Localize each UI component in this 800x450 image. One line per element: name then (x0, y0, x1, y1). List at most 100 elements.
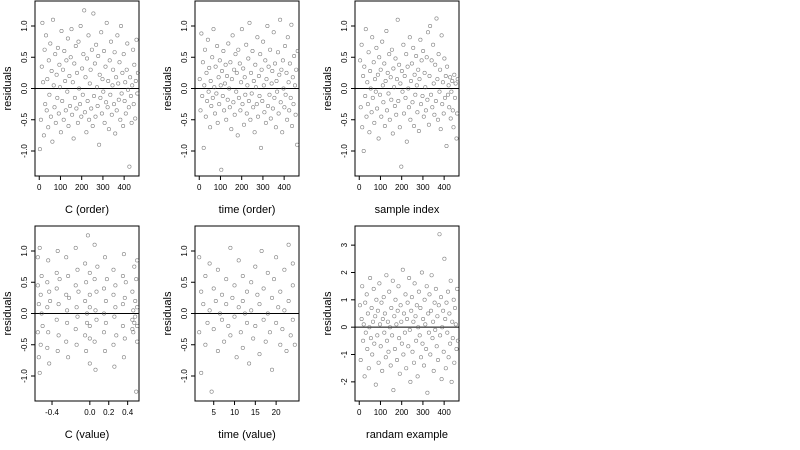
x-tick-label: -0.4 (45, 408, 59, 417)
residual-point (392, 104, 397, 109)
residual-point (234, 70, 239, 75)
residual-point (401, 111, 406, 116)
residual-point (236, 305, 241, 310)
residual-point (268, 47, 273, 52)
residual-point (278, 342, 283, 347)
residual-point (115, 33, 120, 38)
residual-point (209, 389, 214, 394)
residual-point (132, 62, 137, 67)
residual-point (406, 105, 411, 110)
residual-point (50, 17, 55, 22)
y-axis-title: residuals (2, 66, 14, 111)
y-tick-label: -0.5 (180, 112, 189, 126)
residual-point (277, 72, 282, 77)
residual-point (275, 50, 280, 55)
residual-point (286, 242, 291, 247)
residual-point (435, 357, 440, 362)
residual-point (445, 92, 450, 97)
residual-point (217, 102, 222, 107)
residual-point (101, 89, 106, 94)
residual-point (63, 79, 68, 84)
residual-point (220, 292, 225, 297)
y-tick-label: 1 (340, 297, 349, 302)
residual-point (94, 317, 99, 322)
residual-point (241, 66, 246, 71)
y-tick-label: 0.0 (20, 307, 29, 319)
residual-point (87, 270, 92, 275)
residual-point (245, 320, 250, 325)
residual-point (128, 94, 133, 99)
residual-point (383, 355, 388, 360)
residual-point (39, 64, 44, 69)
residual-point (73, 245, 78, 250)
residual-point (395, 17, 400, 22)
residual-point (54, 317, 59, 322)
residual-point (94, 289, 99, 294)
residual-point (55, 249, 60, 254)
residual-point (206, 89, 211, 94)
residual-point (240, 298, 245, 303)
residual-point (41, 80, 46, 85)
residual-point (430, 336, 435, 341)
residual-point (375, 106, 380, 111)
residual-point (365, 102, 370, 107)
residual-point (218, 83, 223, 88)
residual-point (43, 33, 48, 38)
residual-point (80, 92, 85, 97)
residual-point (236, 47, 241, 52)
x-tick-label: 300 (416, 408, 430, 417)
residual-point (374, 45, 379, 50)
x-tick-label: 100 (214, 183, 228, 192)
residual-point (66, 355, 71, 360)
residual-point (448, 75, 453, 80)
residual-point (274, 255, 279, 260)
residual-point (426, 311, 431, 316)
residual-point (254, 102, 259, 107)
residual-point (220, 69, 225, 74)
residual-point (382, 330, 387, 335)
residual-point (74, 342, 79, 347)
residual-point (49, 69, 54, 74)
residual-point (77, 86, 82, 91)
residual-point (209, 104, 214, 109)
residual-point (267, 330, 272, 335)
residual-point (371, 286, 376, 291)
residual-point (434, 16, 439, 21)
residual-point (415, 110, 420, 115)
residual-point (92, 339, 97, 344)
residual-point (205, 37, 210, 42)
residual-point (435, 77, 440, 82)
residual-point (379, 300, 384, 305)
residual-point (230, 33, 235, 38)
residual-point (450, 79, 455, 84)
residual-point (84, 348, 89, 353)
residual-point (222, 108, 227, 113)
residual-point (75, 267, 80, 272)
y-tick-label: 0.5 (20, 276, 29, 288)
residual-point (66, 273, 71, 278)
residual-point (123, 111, 128, 116)
residual-plot-panel: 5 10 15 20 -1.0 -0.5 0.0 0.5 1.0 time (value) resi… (162, 225, 300, 441)
x-tick-label: 5 (211, 408, 216, 417)
residual-point (452, 305, 457, 310)
residual-point (40, 20, 45, 25)
residual-point (240, 102, 245, 107)
residual-point (208, 125, 213, 130)
residual-point (83, 261, 88, 266)
residual-point (380, 368, 385, 373)
residual-point (197, 255, 202, 260)
residual-point (282, 308, 287, 313)
residual-point (111, 267, 116, 272)
residual-point (120, 273, 125, 278)
residual-point (54, 72, 59, 77)
residual-point (401, 42, 406, 47)
residual-point (55, 45, 60, 50)
residual-point (116, 97, 121, 102)
residual-point (124, 67, 129, 72)
residual-point (292, 83, 297, 88)
residual-point (447, 105, 452, 110)
residual-point (269, 81, 274, 86)
residual-point (274, 79, 279, 84)
y-tick-label: 0.5 (20, 51, 29, 63)
residual-point (133, 116, 138, 121)
